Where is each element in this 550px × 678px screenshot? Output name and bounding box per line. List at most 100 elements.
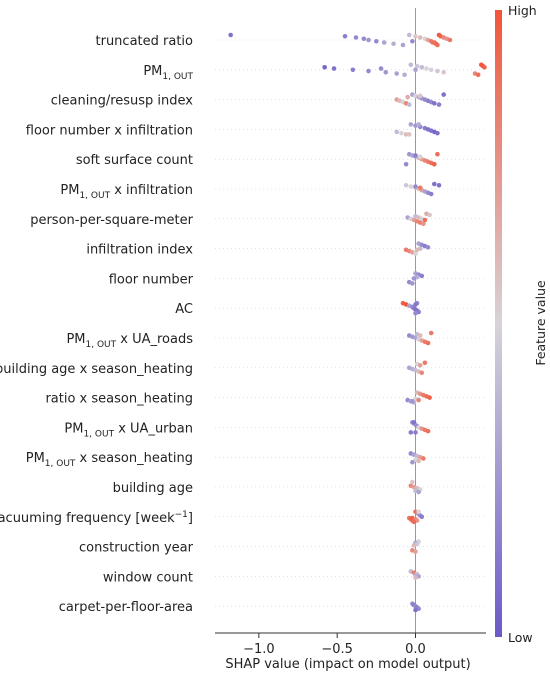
shap-point (405, 94, 410, 100)
shap-point (428, 330, 434, 336)
shap-point (435, 68, 440, 74)
shap-point (421, 456, 426, 461)
shap-point (374, 38, 379, 44)
feature-label: PM1, OUT x infiltration (60, 183, 193, 201)
feature-label: floor number (109, 272, 194, 287)
shap-point (411, 420, 417, 425)
shap-point (413, 184, 418, 189)
shap-point (410, 281, 415, 286)
feature-label: AC (175, 302, 193, 317)
shap-point (447, 37, 453, 43)
shap-point (413, 251, 418, 256)
x-axis-title: SHAP value (impact on model output) (225, 657, 470, 672)
shap-point (408, 184, 414, 189)
feature-label: window count (103, 570, 193, 585)
shap-point (403, 182, 409, 188)
shap-point (399, 130, 404, 136)
shap-point (428, 67, 434, 73)
shap-point (413, 33, 418, 39)
feature-label: building age (113, 481, 193, 496)
shap-point (394, 129, 400, 135)
shap-point (441, 92, 447, 97)
shap-point (413, 607, 418, 613)
row-guides (215, 39, 486, 607)
shap-point (366, 68, 371, 74)
x-axis-ticks: −1.0 −0.5 0.0 (243, 633, 426, 657)
shap-point (435, 42, 440, 48)
feature-label: PM1, OUT x season_heating (26, 451, 193, 469)
shap-point (410, 38, 415, 44)
shap-point (408, 62, 414, 68)
shap-point (413, 310, 418, 316)
feature-label: ratio x season_heating (45, 392, 193, 407)
colorbar-high-label: High (508, 3, 537, 18)
shap-point (482, 65, 487, 70)
shap-point (441, 70, 447, 75)
shap-point (419, 65, 425, 70)
shap-point (422, 360, 428, 366)
shap-point (416, 509, 421, 515)
x-tick-label: −0.5 (321, 642, 353, 657)
shap-point (427, 395, 432, 400)
shap-point (353, 35, 359, 40)
shap-point (413, 67, 418, 73)
feature-label: construction year (79, 541, 194, 556)
shap-point (417, 35, 423, 40)
shap-point (425, 428, 431, 434)
shap-point (410, 459, 415, 465)
shap-point (331, 66, 337, 71)
feature-label: truncated ratio (96, 34, 194, 49)
feature-label: vacuuming frequency [week−1] (0, 510, 193, 526)
shap-point (350, 67, 356, 73)
shap-point (366, 37, 371, 43)
shap-point (428, 191, 434, 197)
shap-point (410, 479, 415, 485)
shap-point (391, 41, 396, 47)
x-tick-label: 0.0 (405, 642, 426, 657)
shap-point (322, 65, 327, 70)
shap-point (417, 154, 423, 159)
shap-point (394, 71, 400, 76)
shap-point (425, 340, 431, 346)
colorbar-low-label: Low (508, 630, 533, 645)
shap-point (403, 161, 409, 167)
shap-point (414, 247, 420, 253)
shap-point (413, 430, 418, 435)
shap-point (411, 543, 417, 548)
shap-point (408, 430, 414, 435)
shap-point (378, 66, 384, 71)
shap-point (417, 93, 423, 99)
shap-point (342, 33, 348, 39)
feature-label: carpet-per-floor-area (59, 600, 193, 615)
shap-point (400, 42, 406, 48)
shap-point (228, 32, 233, 38)
colorbar-title: Feature value (533, 280, 548, 366)
shap-point (402, 72, 407, 78)
shap-point (406, 132, 412, 137)
feature-label: infiltration index (86, 243, 193, 258)
shap-point (427, 212, 432, 218)
colorbar (495, 10, 502, 637)
shap-point (436, 182, 442, 188)
feature-label: person-per-square-meter (30, 213, 193, 228)
shap-point (406, 102, 412, 107)
shap-point (424, 66, 429, 71)
shap-point (432, 161, 437, 167)
shap-point (475, 72, 481, 78)
shap-point (416, 489, 421, 495)
shap-point (432, 181, 437, 187)
shap-point (408, 122, 414, 127)
shap-point (419, 370, 425, 376)
shap-point (417, 185, 423, 191)
shap-point (430, 40, 436, 45)
shap-point (410, 399, 415, 404)
shap-point (416, 122, 421, 127)
shap-point (416, 458, 421, 464)
feature-labels: truncated ratio PM1, OUT cleaning/resusp i… (0, 34, 194, 615)
feature-label: PM1, OUT x UA_roads (66, 332, 193, 350)
shap-point (361, 36, 367, 42)
feature-label: PM1, OUT (143, 64, 193, 82)
shap-point (413, 153, 418, 158)
shap-point (425, 245, 431, 250)
